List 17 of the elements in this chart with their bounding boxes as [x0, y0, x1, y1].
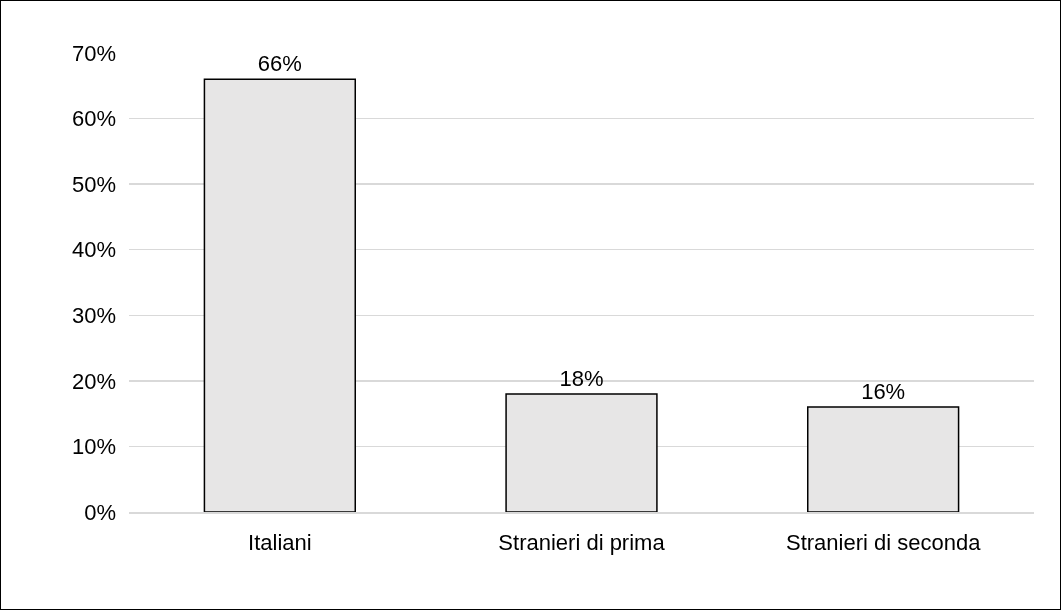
y-tick-label: 50%: [71, 171, 116, 197]
x-tick-label: Italiani: [248, 529, 312, 555]
x-tick-label: Stranieri di seconda: [785, 529, 982, 555]
y-tick-label: 0%: [84, 499, 116, 525]
bar: [203, 78, 356, 512]
y-tick-label: 30%: [71, 302, 116, 328]
bar: [505, 393, 658, 512]
data-label: 16%: [861, 379, 906, 405]
y-tick-label: 60%: [71, 106, 116, 132]
x-tick-label: Stranieri di prima: [498, 529, 666, 555]
y-tick-label: 20%: [71, 368, 116, 394]
y-tick-label: 10%: [71, 434, 116, 460]
data-label: 66%: [257, 51, 302, 77]
data-label: 18%: [559, 365, 604, 391]
y-tick-label: 40%: [71, 237, 116, 263]
bar: [807, 406, 960, 512]
y-tick-label: 70%: [71, 40, 116, 66]
